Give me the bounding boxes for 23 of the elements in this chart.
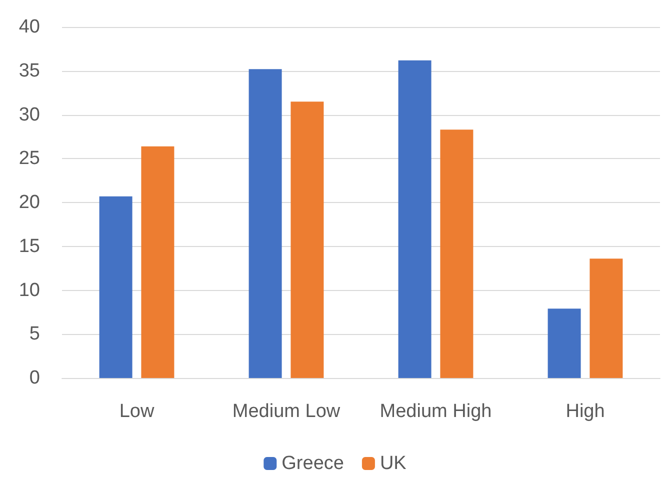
y-tick-label: 40 (18, 16, 40, 38)
bar (99, 196, 132, 378)
bar (398, 60, 432, 378)
legend-label: Greece (282, 453, 344, 474)
bar (141, 146, 174, 378)
x-tick-label: Medium Low (232, 401, 340, 422)
bar (440, 130, 474, 378)
bar (548, 308, 581, 378)
y-tick-label: 35 (18, 60, 40, 82)
y-tick-label: 25 (18, 148, 40, 170)
y-tick-label: 15 (18, 236, 40, 257)
x-tick-label: High (566, 401, 605, 422)
legend-label: UK (380, 453, 407, 474)
y-tick-label: 20 (18, 192, 40, 213)
y-tick-label: 0 (29, 368, 40, 388)
bar (290, 102, 324, 378)
x-tick-label: Medium High (380, 401, 492, 422)
y-tick-label: 10 (18, 280, 40, 301)
x-tick-label: Low (119, 401, 154, 422)
y-tick-label: 30 (18, 104, 40, 126)
bar (248, 69, 282, 378)
bar (590, 258, 623, 378)
y-tick-label: 5 (29, 324, 40, 345)
